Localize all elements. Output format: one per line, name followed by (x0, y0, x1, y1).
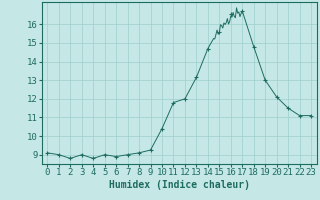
X-axis label: Humidex (Indice chaleur): Humidex (Indice chaleur) (109, 180, 250, 190)
